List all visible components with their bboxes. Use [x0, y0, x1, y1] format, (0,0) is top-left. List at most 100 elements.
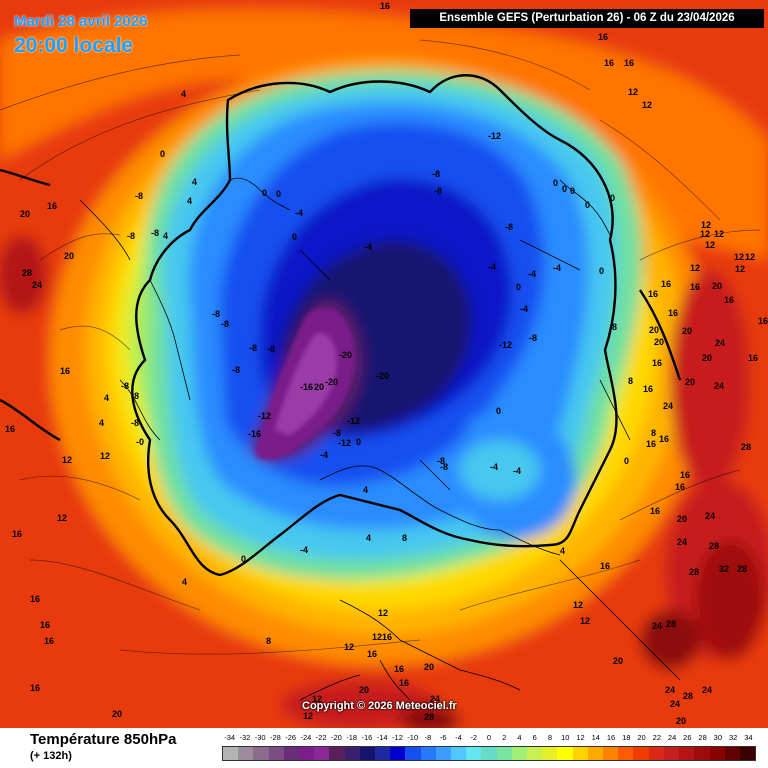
temperature-label: 20: [314, 382, 324, 392]
temperature-label: 32: [719, 564, 729, 574]
temperature-label: 16: [40, 620, 50, 630]
color-scale-swatch: [648, 747, 664, 760]
color-scale-swatch: [283, 747, 300, 760]
color-scale-tick-label: -28: [269, 733, 281, 742]
color-scale-tick-label: 14: [591, 733, 600, 742]
temperature-label: -16: [248, 429, 261, 439]
temperature-label: 16: [60, 366, 70, 376]
color-scale-tick-label: -2: [470, 733, 478, 742]
color-scale-tick-label: 8: [547, 733, 553, 742]
temperature-label: 16: [380, 1, 390, 11]
temperature-label: -4: [513, 466, 521, 476]
color-scale-swatch: [481, 747, 497, 760]
temperature-label: 16: [624, 58, 634, 68]
temperature-label: 24: [705, 511, 715, 521]
color-scale-swatch: [572, 747, 588, 760]
color-scale-swatch: [466, 747, 482, 760]
temperature-label: 20: [613, 656, 623, 666]
color-scale-swatch: [739, 747, 756, 760]
color-scale-tick-label: -22: [315, 733, 327, 742]
forecast-date: Mardi 28 avril 2026: [14, 13, 148, 30]
temperature-label: 20: [677, 514, 687, 524]
temperature-label: 24: [32, 280, 42, 290]
temperature-label: 16: [47, 201, 57, 211]
temperature-label: 20: [712, 281, 722, 291]
temperature-label: 16: [646, 439, 656, 449]
temperature-label: 28: [424, 712, 434, 722]
temperature-label: 0: [553, 178, 558, 188]
color-scale-tick-label: -8: [424, 733, 432, 742]
temperature-label: -8: [121, 381, 129, 391]
color-scale-swatch: [496, 747, 512, 760]
temperature-label: 28: [666, 619, 676, 629]
color-scale-swatch: [390, 747, 406, 760]
color-scale-swatch: [314, 747, 330, 760]
temperature-label: -8: [440, 462, 448, 472]
temperature-label: 4: [366, 533, 371, 543]
color-scale-tick-label: 2: [502, 733, 507, 742]
temperature-label: -8: [249, 343, 257, 353]
temperature-label: -8: [135, 191, 143, 201]
color-scale-tick-label: 20: [637, 733, 646, 742]
temperature-label: 28: [709, 541, 719, 551]
color-scale-tick-label: 12: [576, 733, 585, 742]
temperature-label: -8: [505, 222, 513, 232]
temperature-label: -12: [499, 340, 512, 350]
color-scale-swatch: [329, 747, 345, 760]
temperature-label: -4: [528, 269, 536, 279]
temperature-label: 4: [163, 231, 168, 241]
temperature-label: 28: [741, 442, 751, 452]
temperature-label: 8: [651, 428, 656, 438]
temperature-label: 0: [599, 266, 604, 276]
temperature-label: 4: [181, 89, 186, 99]
temperature-label: -8: [432, 169, 440, 179]
color-scale-tick-label: 6: [532, 733, 537, 742]
color-scale-swatch: [238, 747, 254, 760]
color-scale-tick-label: 28: [698, 733, 707, 742]
temperature-label: 0: [262, 188, 267, 198]
temperature-label: 0: [562, 184, 567, 194]
color-scale-swatch: [679, 747, 695, 760]
temperature-label: -8: [212, 309, 220, 319]
temperature-label: -4: [295, 208, 303, 218]
temperature-label: 20: [20, 209, 30, 219]
temperature-label: 16: [668, 308, 678, 318]
temperature-label: 16: [399, 678, 409, 688]
temperature-label: 12: [303, 711, 313, 721]
temperature-label: 24: [715, 338, 725, 348]
temperature-label: 20: [676, 716, 686, 726]
color-scale-swatch: [633, 747, 649, 760]
temperature-label: 16: [382, 632, 392, 642]
color-scale-swatch: [223, 747, 239, 760]
temperature-label: 8: [266, 636, 271, 646]
temperature-label: 20: [682, 326, 692, 336]
temperature-label: -8: [127, 231, 135, 241]
temperature-label: 20: [64, 251, 74, 261]
temperature-label: -4: [490, 462, 498, 472]
color-scale-swatch: [557, 747, 573, 760]
color-scale-tick-label: -4: [455, 733, 462, 742]
temperature-label: 16: [758, 316, 768, 326]
temperature-label: 24: [714, 381, 724, 391]
temperature-label: 20: [112, 709, 122, 719]
temperature-label: 12: [705, 240, 715, 250]
temperature-label: 12: [100, 451, 110, 461]
color-scale-tick-label: -6: [439, 733, 447, 742]
temperature-label: -20: [339, 350, 352, 360]
temperature-label: -4: [320, 450, 328, 460]
temperature-label: 12: [372, 632, 382, 642]
temperature-label: 4: [363, 485, 368, 495]
color-scale-swatch: [344, 747, 360, 760]
color-scale-tick-label: 22: [652, 733, 661, 742]
temperature-label: 24: [670, 699, 680, 709]
temperature-label: 12: [344, 642, 354, 652]
temperature-label: 16: [367, 649, 377, 659]
temperature-label: 0: [276, 189, 281, 199]
temperature-label: 12: [642, 100, 652, 110]
temperature-label: 4: [99, 418, 104, 428]
forecast-lead-time: (+ 132h): [30, 750, 72, 762]
temperature-label: 12: [57, 513, 67, 523]
color-scale-swatch: [587, 747, 604, 760]
color-scale-swatch: [451, 747, 467, 760]
color-scale-swatch: [420, 747, 436, 760]
